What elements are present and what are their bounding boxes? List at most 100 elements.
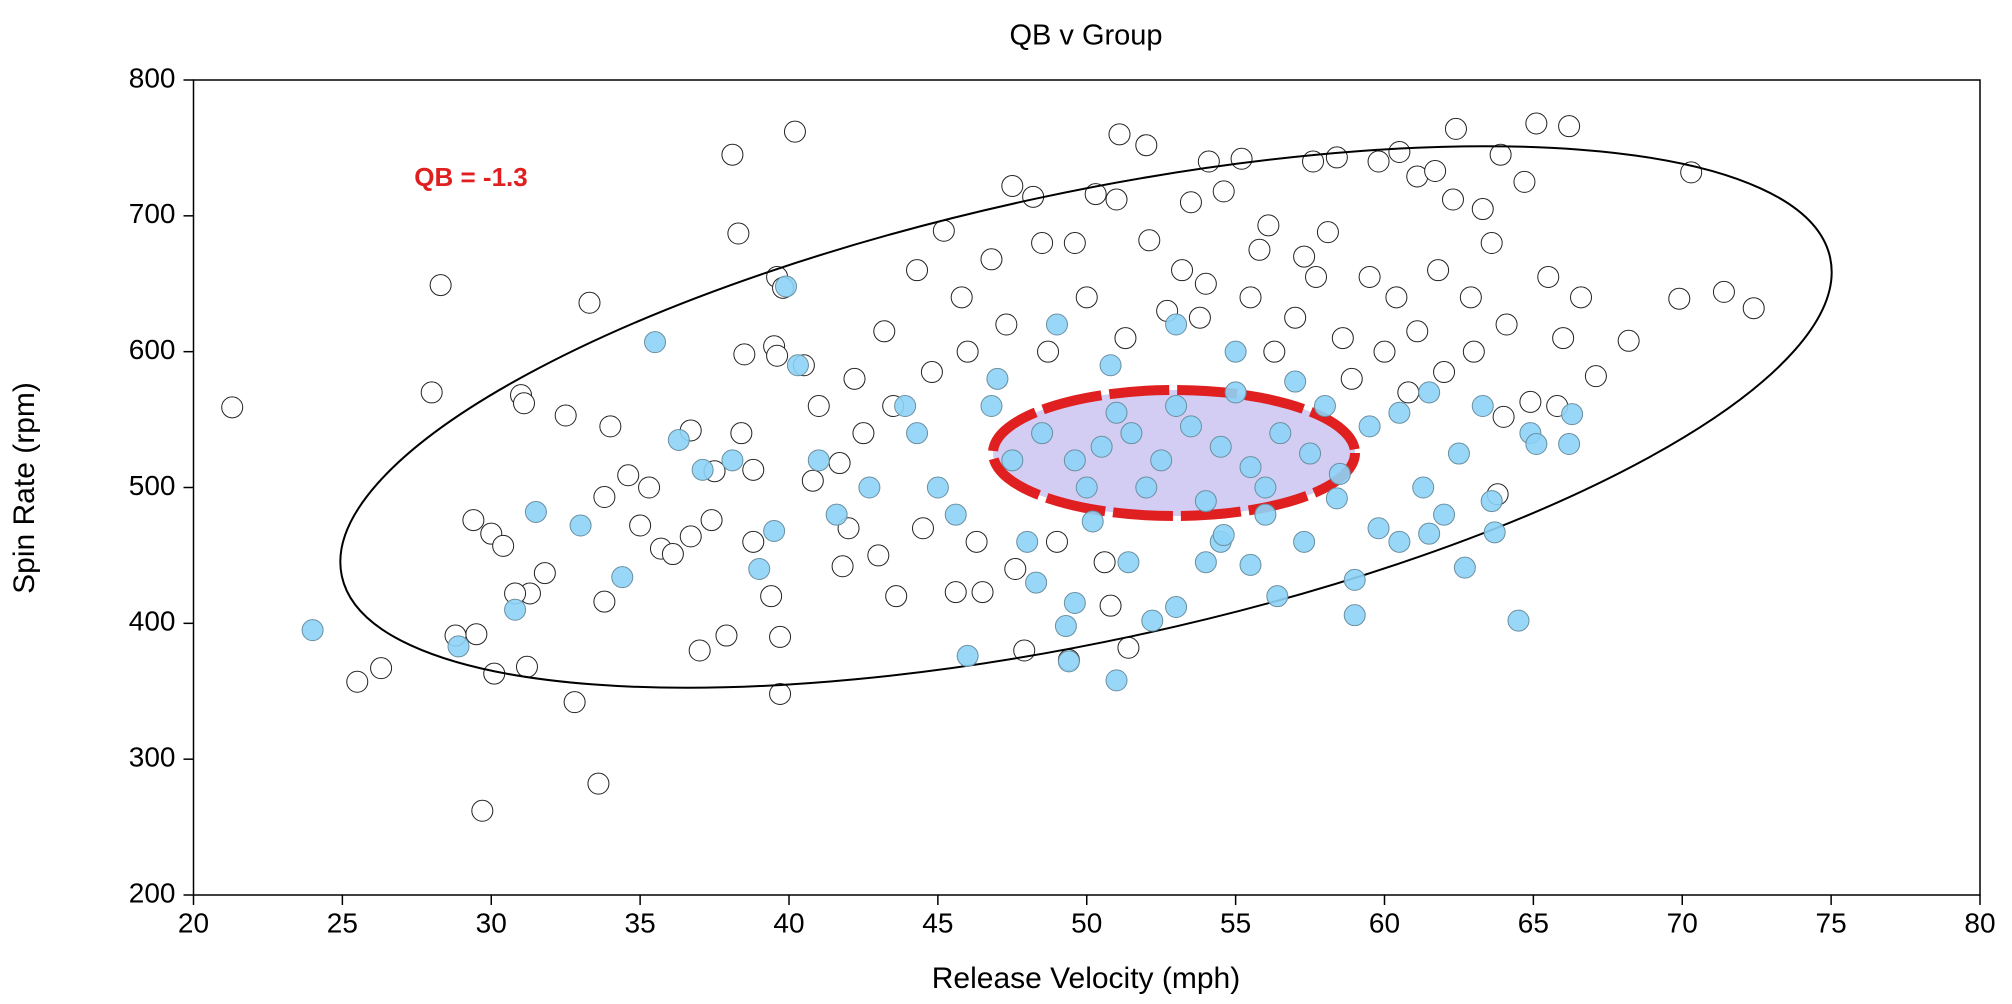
data-point xyxy=(1519,390,1542,413)
data-point xyxy=(465,623,488,646)
data-point xyxy=(1406,320,1429,343)
data-point xyxy=(1358,415,1381,438)
data-point xyxy=(1343,568,1366,591)
data-point xyxy=(599,415,622,438)
data-point xyxy=(1388,530,1411,553)
data-point xyxy=(801,469,824,492)
data-point xyxy=(786,354,809,377)
data-point xyxy=(1305,265,1328,288)
data-point xyxy=(783,120,806,143)
data-point xyxy=(429,274,452,297)
data-point xyxy=(346,670,369,693)
data-point xyxy=(554,404,577,427)
data-point xyxy=(617,464,640,487)
data-point xyxy=(1084,183,1107,206)
data-point xyxy=(688,639,711,662)
data-point xyxy=(638,476,661,499)
data-point xyxy=(1114,327,1137,350)
y-tick-label: 400 xyxy=(129,606,176,637)
data-point xyxy=(867,544,890,567)
data-point xyxy=(1570,286,1593,309)
data-point xyxy=(1492,405,1515,428)
data-point xyxy=(1525,112,1548,135)
data-point xyxy=(1138,229,1161,252)
x-tick-label: 25 xyxy=(327,907,358,938)
data-point xyxy=(1558,115,1581,138)
data-point xyxy=(1054,615,1077,638)
data-point xyxy=(1248,238,1271,261)
data-point xyxy=(1316,221,1339,244)
data-point xyxy=(1427,259,1450,282)
data-point xyxy=(1462,340,1485,363)
data-point xyxy=(1489,143,1512,166)
data-point xyxy=(1617,329,1640,352)
data-point xyxy=(1480,490,1503,513)
data-point xyxy=(1045,313,1068,336)
data-point xyxy=(533,562,556,585)
data-point xyxy=(760,585,783,608)
x-tick-label: 55 xyxy=(1220,907,1251,938)
data-point xyxy=(1367,150,1390,173)
data-point xyxy=(742,530,765,553)
data-point xyxy=(1135,134,1158,157)
data-point xyxy=(911,517,934,540)
data-point xyxy=(1284,306,1307,329)
data-point xyxy=(1325,487,1348,510)
data-point xyxy=(563,691,586,714)
data-point xyxy=(748,558,771,580)
data-point xyxy=(944,503,967,526)
data-point xyxy=(1712,280,1735,303)
data-point xyxy=(894,395,917,417)
data-point xyxy=(1513,170,1536,193)
data-point xyxy=(1293,245,1316,268)
data-point xyxy=(807,395,830,417)
data-point xyxy=(1045,530,1068,553)
data-point xyxy=(1194,490,1217,513)
data-point xyxy=(1299,442,1322,465)
data-point xyxy=(1537,265,1560,288)
data-point xyxy=(1373,340,1396,363)
x-tick-label: 50 xyxy=(1071,907,1102,938)
data-point xyxy=(730,422,753,445)
y-tick-label: 600 xyxy=(129,334,176,365)
data-point xyxy=(301,619,324,642)
data-point xyxy=(1004,558,1027,580)
data-point xyxy=(1093,551,1116,574)
data-point xyxy=(1099,594,1122,617)
data-point xyxy=(700,509,723,532)
y-tick-label: 700 xyxy=(129,198,176,229)
x-tick-label: 80 xyxy=(1964,907,1995,938)
data-point xyxy=(1105,401,1128,424)
data-point xyxy=(1385,286,1408,309)
data-point xyxy=(727,222,750,245)
x-tick-label: 70 xyxy=(1667,907,1698,938)
data-point xyxy=(843,367,866,390)
data-point xyxy=(1165,596,1188,619)
y-axis-label: Spin Rate (rpm) xyxy=(8,382,41,594)
data-point xyxy=(1105,188,1128,211)
data-point xyxy=(831,555,854,578)
data-point xyxy=(956,340,979,363)
data-point xyxy=(1031,422,1054,445)
data-point xyxy=(1340,367,1363,390)
data-point xyxy=(906,259,929,282)
x-axis-label: Release Velocity (mph) xyxy=(932,962,1240,995)
data-point xyxy=(971,581,994,604)
data-point xyxy=(679,525,702,548)
x-tick-label: 40 xyxy=(773,907,804,938)
data-point xyxy=(766,344,789,367)
data-point xyxy=(1447,442,1470,465)
data-point xyxy=(852,422,875,445)
data-point xyxy=(587,772,610,795)
data-point xyxy=(1433,361,1456,384)
data-point xyxy=(1388,401,1411,424)
data-point xyxy=(1444,117,1467,140)
data-point xyxy=(944,581,967,604)
y-tick-label: 300 xyxy=(129,742,176,773)
data-point xyxy=(1224,340,1247,363)
data-point xyxy=(769,625,792,648)
data-point xyxy=(1483,521,1506,544)
data-point xyxy=(1441,188,1464,211)
data-point xyxy=(1117,551,1140,574)
data-point xyxy=(1090,435,1113,458)
